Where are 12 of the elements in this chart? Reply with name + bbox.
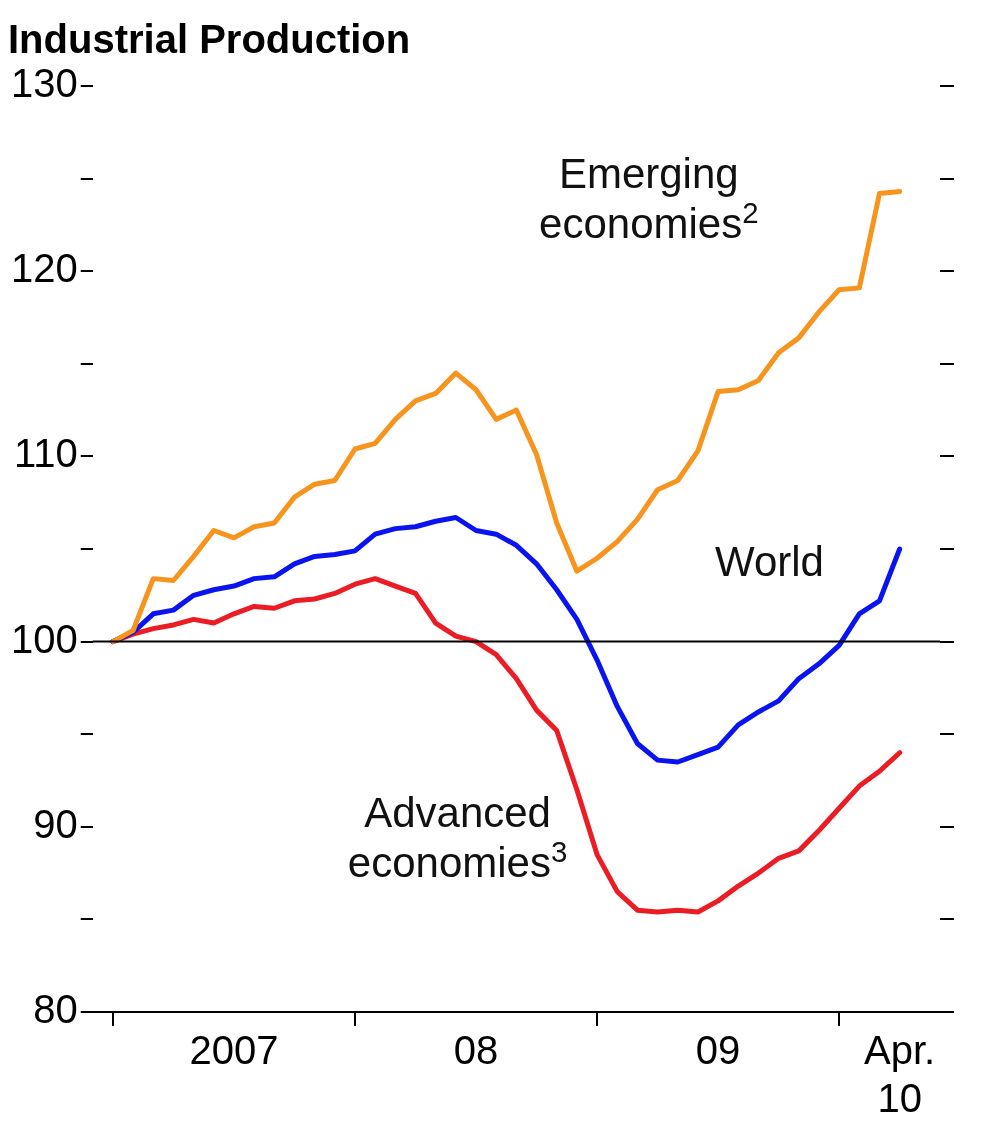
- series-label: World: [715, 537, 824, 585]
- y-tick-label: 80: [33, 987, 78, 1032]
- y-tick-label: 110: [13, 431, 78, 476]
- y-tick-label: 100: [10, 616, 78, 661]
- x-tick-label: Apr. 10: [864, 1028, 936, 1121]
- y-tick-label: 120: [10, 246, 78, 291]
- y-tick-label: 90: [33, 801, 78, 846]
- x-tick-label: 08: [453, 1028, 499, 1073]
- chart-title: Industrial Production: [8, 17, 411, 62]
- x-tick-label: 2007: [189, 1028, 279, 1073]
- y-tick-label: 130: [10, 61, 78, 106]
- x-tick-label: 09: [695, 1028, 741, 1073]
